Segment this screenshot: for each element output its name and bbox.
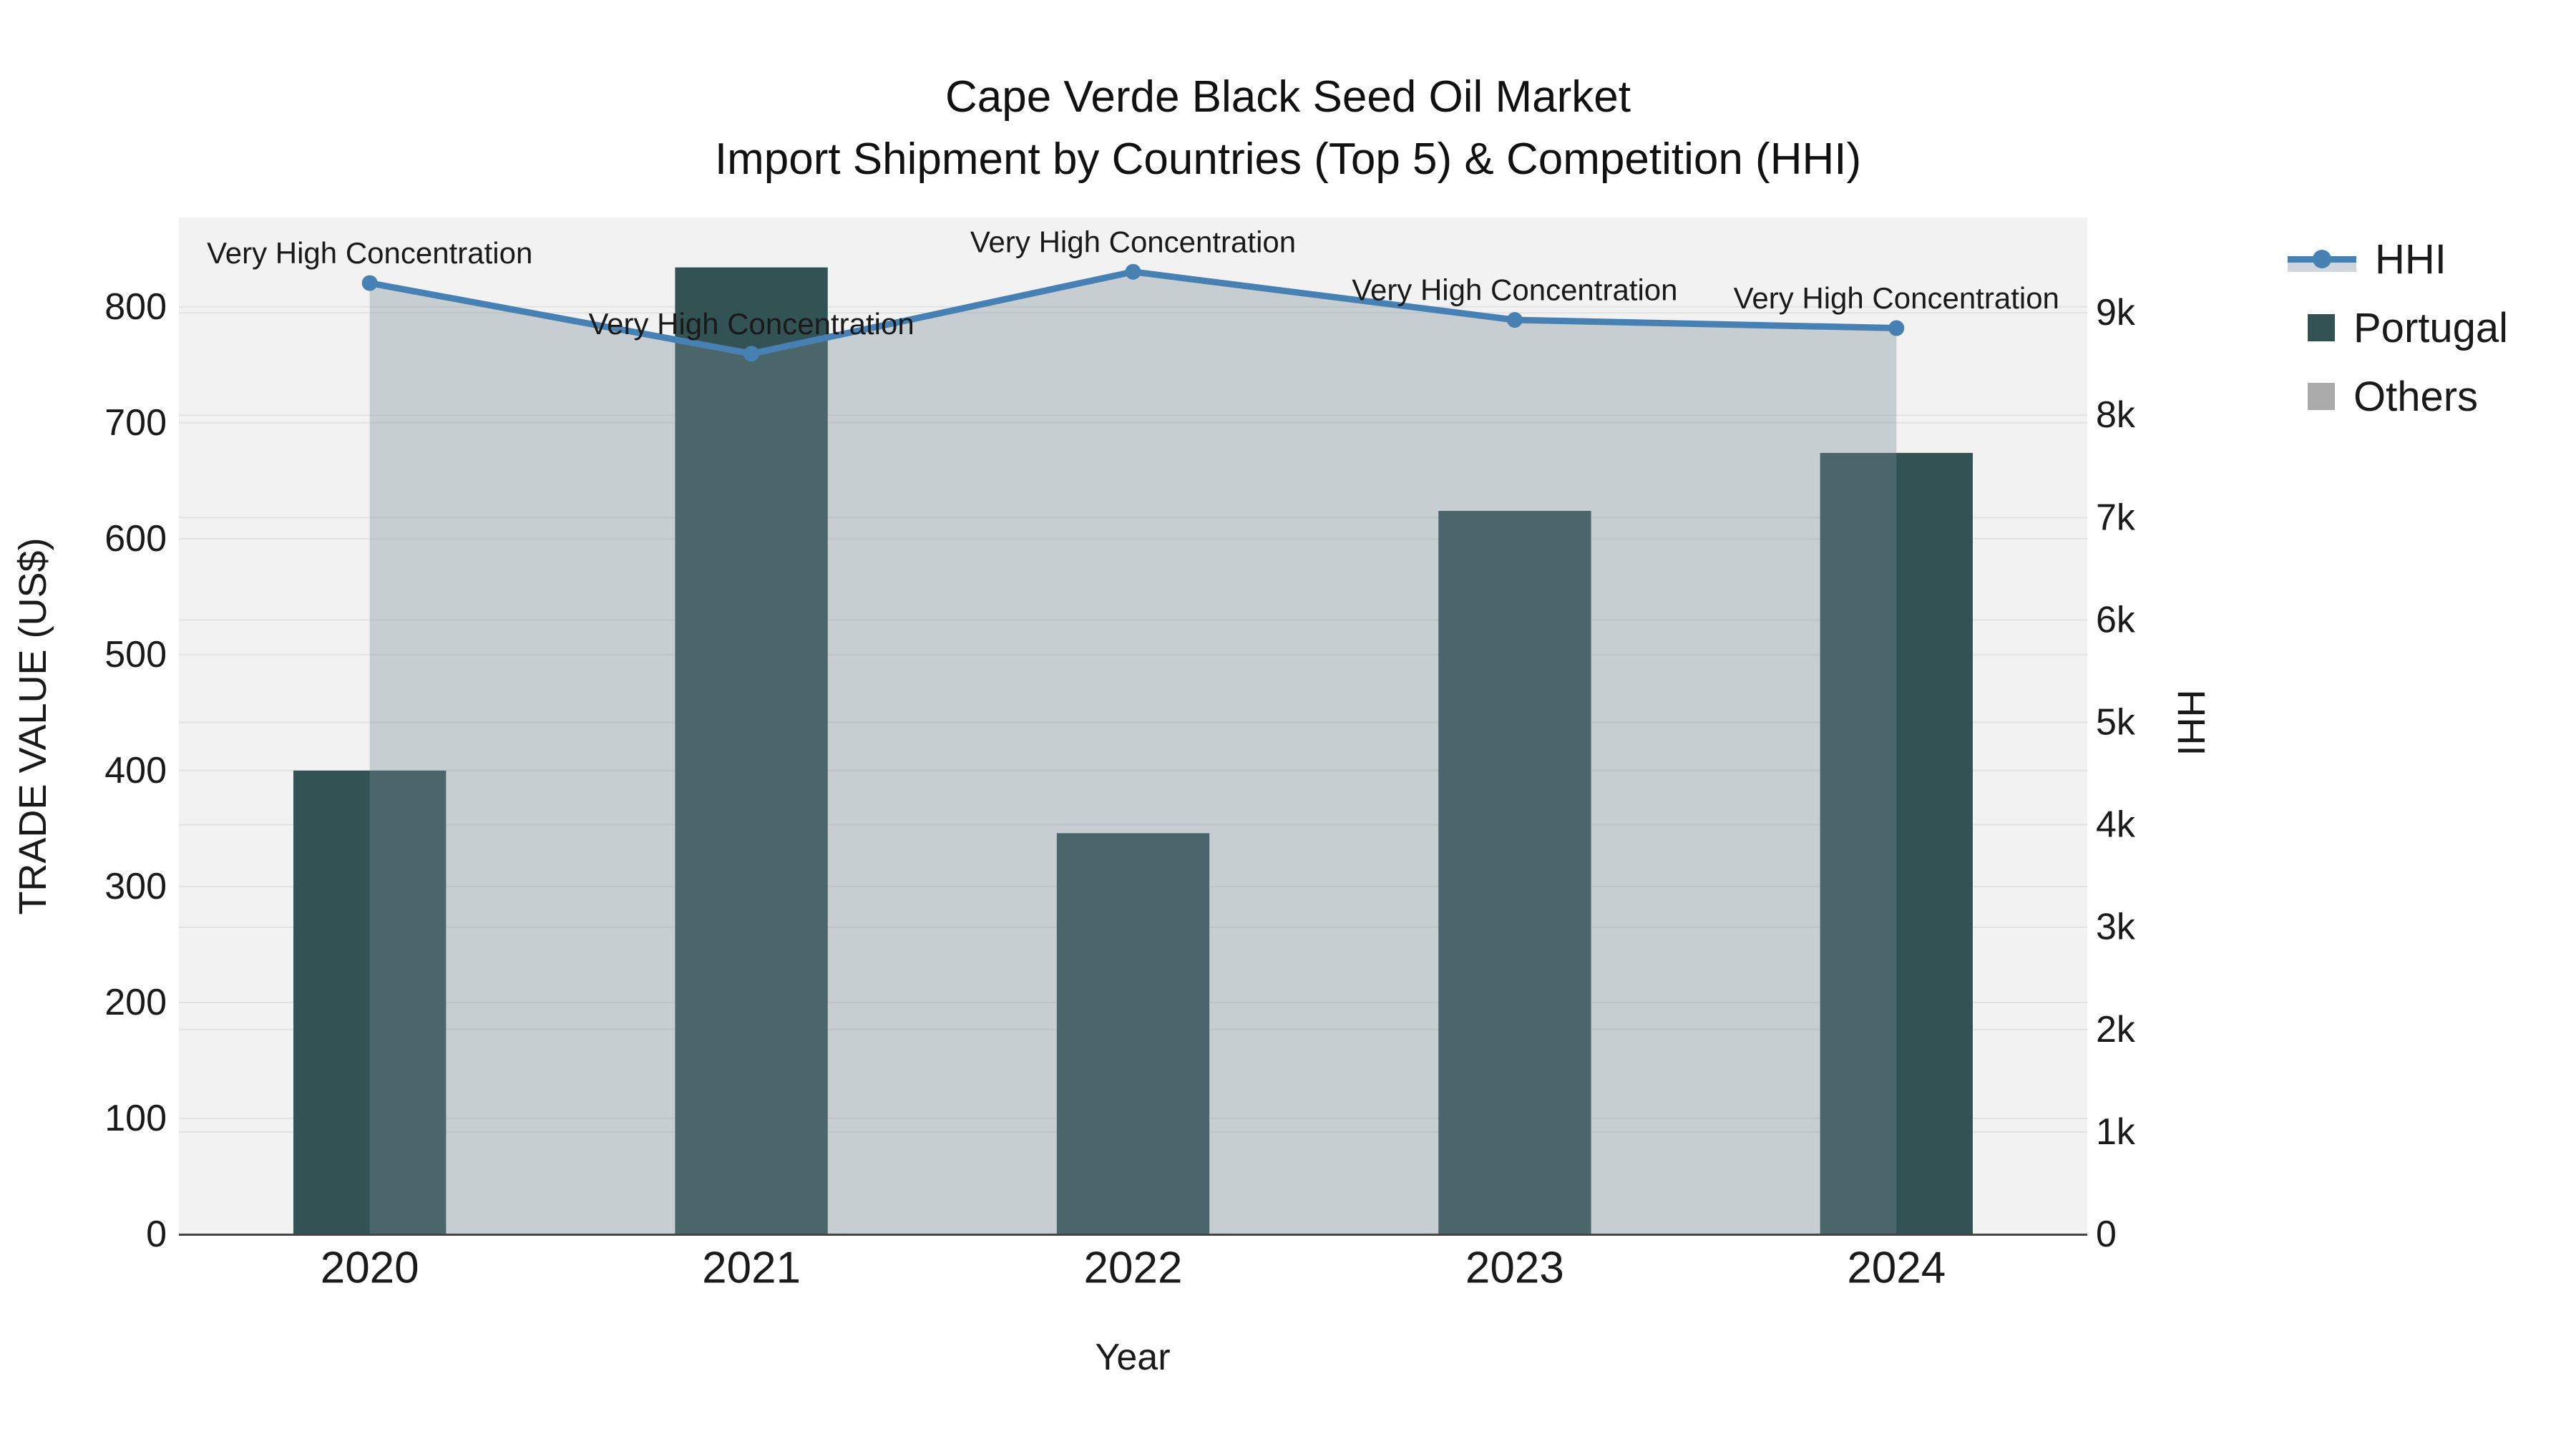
- bar-portugal-2023[interactable]: [1438, 510, 1591, 1234]
- x-tick-2021: 2021: [702, 1244, 801, 1293]
- bar-portugal-2021[interactable]: [675, 267, 828, 1235]
- hhi-marker-2022[interactable]: [1125, 263, 1141, 280]
- right-tick-5k: 5k: [2096, 701, 2136, 743]
- bar-portugal-2020[interactable]: [293, 770, 447, 1234]
- x-tick-2024: 2024: [1847, 1244, 1946, 1293]
- left-axis-title: TRADE VALUE (US$): [11, 537, 54, 915]
- hhi-line-icon: [2288, 243, 2356, 275]
- hhi-marker-2021[interactable]: [743, 346, 760, 362]
- legend: HHI Portugal Others: [2288, 235, 2508, 420]
- legend-label-hhi: HHI: [2375, 235, 2446, 283]
- x-tick-2023: 2023: [1465, 1244, 1564, 1293]
- x-axis-line: [179, 1234, 2087, 1236]
- right-tick-8k: 8k: [2096, 394, 2136, 436]
- right-tick-1k: 1k: [2096, 1111, 2136, 1153]
- legend-label-others: Others: [2353, 373, 2479, 420]
- right-axis-title: HHI: [2170, 689, 2212, 756]
- left-tick-600: 600: [104, 518, 167, 560]
- annotation-2020: Very High Concentration: [207, 236, 532, 270]
- legend-item-hhi[interactable]: HHI: [2288, 235, 2508, 283]
- legend-label-portugal: Portugal: [2353, 304, 2509, 351]
- right-tick-3k: 3k: [2096, 907, 2136, 948]
- right-tick-6k: 6k: [2096, 599, 2136, 640]
- left-tick-400: 400: [104, 750, 167, 791]
- hhi-marker-2023[interactable]: [1506, 312, 1523, 328]
- hhi-marker-2020[interactable]: [361, 275, 378, 291]
- left-tick-300: 300: [104, 866, 167, 907]
- hhi-marker-2024[interactable]: [1888, 320, 1905, 336]
- annotation-2023: Very High Concentration: [1352, 273, 1677, 307]
- left-tick-0: 0: [146, 1214, 167, 1255]
- others-swatch-icon: [2308, 383, 2335, 410]
- right-tick-4k: 4k: [2096, 804, 2136, 846]
- annotation-2024: Very High Concentration: [1734, 281, 2059, 315]
- x-tick-2020: 2020: [321, 1244, 419, 1293]
- x-axis-title: Year: [1095, 1337, 1171, 1378]
- bar-portugal-2024[interactable]: [1820, 452, 1973, 1234]
- left-tick-800: 800: [104, 286, 167, 328]
- annotation-2022: Very High Concentration: [970, 225, 1296, 258]
- chart-title-line1: Cape Verde Black Seed Oil Market: [945, 72, 1631, 122]
- left-tick-700: 700: [104, 402, 167, 444]
- portugal-swatch-icon: [2308, 314, 2335, 341]
- annotation-2021: Very High Concentration: [588, 307, 914, 341]
- left-tick-500: 500: [104, 634, 167, 675]
- bar-portugal-2022[interactable]: [1056, 833, 1210, 1234]
- left-tick-200: 200: [104, 982, 167, 1023]
- legend-item-portugal[interactable]: Portugal: [2288, 305, 2508, 351]
- x-tick-2022: 2022: [1084, 1244, 1183, 1293]
- right-tick-2k: 2k: [2096, 1009, 2136, 1050]
- left-tick-100: 100: [104, 1098, 167, 1139]
- right-tick-9k: 9k: [2096, 292, 2136, 333]
- hhi-area-fill: [369, 271, 1897, 1235]
- right-tick-7k: 7k: [2096, 497, 2136, 538]
- right-tick-0: 0: [2096, 1214, 2117, 1255]
- chart-title-line2: Import Shipment by Countries (Top 5) & C…: [714, 135, 1862, 184]
- legend-item-others[interactable]: Others: [2288, 373, 2508, 420]
- chart-title: Cape Verde Black Seed Oil Market Import …: [0, 66, 2576, 190]
